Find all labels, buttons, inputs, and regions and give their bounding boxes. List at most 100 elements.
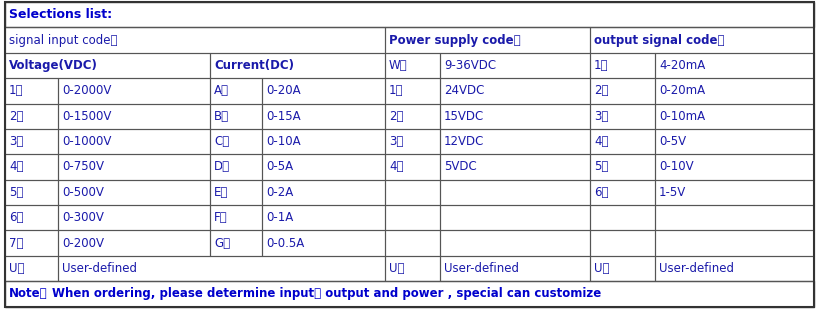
- Bar: [655, 104, 814, 129]
- Text: User-defined: User-defined: [62, 262, 137, 275]
- Bar: [5, 78, 58, 104]
- Bar: [590, 104, 655, 129]
- Bar: [590, 53, 655, 78]
- Text: U：: U：: [389, 262, 405, 275]
- Text: 0-10V: 0-10V: [659, 161, 694, 173]
- Bar: [210, 205, 262, 230]
- Text: 15VDC: 15VDC: [444, 110, 484, 123]
- Bar: [385, 129, 440, 154]
- Bar: [58, 180, 210, 205]
- Bar: [385, 180, 440, 205]
- Text: 3：: 3：: [389, 135, 404, 148]
- Text: 12VDC: 12VDC: [444, 135, 484, 148]
- Bar: [262, 154, 385, 180]
- Bar: [590, 180, 655, 205]
- Text: 2：: 2：: [389, 110, 404, 123]
- Text: 4：: 4：: [9, 161, 24, 173]
- Bar: [210, 230, 262, 256]
- Bar: [58, 256, 385, 281]
- Text: output signal code：: output signal code：: [594, 34, 725, 46]
- Bar: [655, 180, 814, 205]
- Text: W：: W：: [389, 59, 408, 72]
- Text: 24VDC: 24VDC: [444, 85, 484, 97]
- Bar: [385, 53, 440, 78]
- Text: 5VDC: 5VDC: [444, 161, 477, 173]
- Bar: [385, 205, 440, 230]
- Text: 0-300V: 0-300V: [62, 211, 104, 224]
- Bar: [385, 256, 440, 281]
- Bar: [210, 129, 262, 154]
- Text: 0-200V: 0-200V: [62, 237, 104, 249]
- Text: Selections list:: Selections list:: [9, 8, 112, 21]
- Text: U：: U：: [594, 262, 609, 275]
- Text: signal input code：: signal input code：: [9, 34, 117, 46]
- Text: 0-1500V: 0-1500V: [62, 110, 111, 123]
- Text: Power supply code：: Power supply code：: [389, 34, 521, 46]
- Bar: [385, 78, 440, 104]
- Bar: [210, 154, 262, 180]
- Bar: [58, 154, 210, 180]
- Text: 0-500V: 0-500V: [62, 186, 104, 199]
- Text: 1：: 1：: [389, 85, 404, 97]
- Bar: [655, 256, 814, 281]
- Bar: [58, 78, 210, 104]
- Text: 6：: 6：: [9, 211, 24, 224]
- Text: A：: A：: [214, 85, 229, 97]
- Bar: [210, 180, 262, 205]
- Bar: [655, 53, 814, 78]
- Text: 1-5V: 1-5V: [659, 186, 686, 199]
- Bar: [385, 104, 440, 129]
- Text: 7：: 7：: [9, 237, 24, 249]
- Bar: [5, 230, 58, 256]
- Bar: [440, 78, 590, 104]
- Text: C：: C：: [214, 135, 229, 148]
- Text: 2：: 2：: [9, 110, 24, 123]
- Bar: [5, 104, 58, 129]
- Text: 1：: 1：: [594, 59, 609, 72]
- Bar: [210, 78, 262, 104]
- Bar: [58, 230, 210, 256]
- Bar: [5, 27, 385, 53]
- Bar: [262, 230, 385, 256]
- Bar: [262, 205, 385, 230]
- Text: 0-10mA: 0-10mA: [659, 110, 705, 123]
- Text: 0-20mA: 0-20mA: [659, 85, 705, 97]
- Text: 0-10A: 0-10A: [266, 135, 301, 148]
- Text: User-defined: User-defined: [444, 262, 519, 275]
- Text: 6：: 6：: [594, 186, 609, 199]
- Bar: [5, 180, 58, 205]
- Bar: [590, 78, 655, 104]
- Text: D：: D：: [214, 161, 230, 173]
- Bar: [5, 154, 58, 180]
- Text: 0-5A: 0-5A: [266, 161, 293, 173]
- Text: 3：: 3：: [594, 110, 609, 123]
- Bar: [210, 53, 385, 78]
- Text: 4：: 4：: [594, 135, 609, 148]
- Text: When ordering, please determine input、 output and power , special can customize: When ordering, please determine input、 o…: [52, 288, 601, 300]
- Bar: [5, 256, 58, 281]
- Bar: [590, 230, 655, 256]
- Bar: [440, 205, 590, 230]
- Bar: [655, 230, 814, 256]
- Text: E：: E：: [214, 186, 229, 199]
- Bar: [262, 129, 385, 154]
- Bar: [58, 205, 210, 230]
- Text: 0-750V: 0-750V: [62, 161, 104, 173]
- Bar: [440, 53, 590, 78]
- Text: Current(DC): Current(DC): [214, 59, 294, 72]
- Text: User-defined: User-defined: [659, 262, 734, 275]
- Bar: [440, 256, 590, 281]
- Bar: [440, 129, 590, 154]
- Bar: [5, 2, 814, 27]
- Text: 0-2000V: 0-2000V: [62, 85, 111, 97]
- Text: Note：: Note：: [9, 288, 48, 300]
- Text: 0-0.5A: 0-0.5A: [266, 237, 304, 249]
- Bar: [655, 205, 814, 230]
- Text: 3：: 3：: [9, 135, 24, 148]
- Text: 1：: 1：: [9, 85, 24, 97]
- Text: 0-5V: 0-5V: [659, 135, 686, 148]
- Bar: [440, 180, 590, 205]
- Bar: [655, 154, 814, 180]
- Bar: [655, 78, 814, 104]
- Text: 2：: 2：: [594, 85, 609, 97]
